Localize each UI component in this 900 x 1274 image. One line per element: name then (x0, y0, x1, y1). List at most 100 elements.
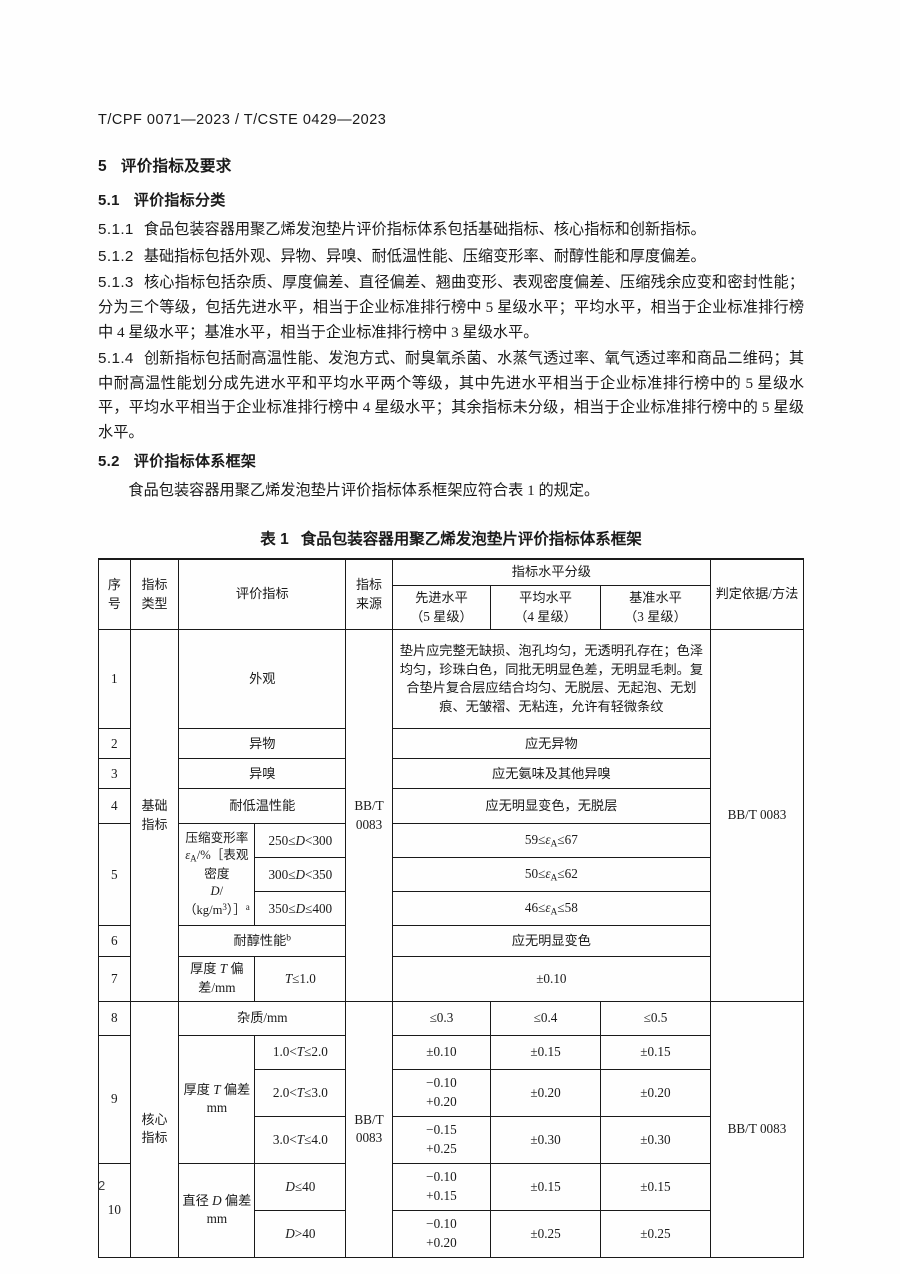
row10-advanced-1-line1: −0.10 (426, 1169, 457, 1185)
header-type-line1: 指标 (141, 577, 168, 593)
row9-cond-2-b: T (296, 1084, 305, 1100)
row9-name: 厚度 T 偏差 mm (178, 1034, 256, 1164)
table-row: 3 异嗅 应无氨味及其他异嗅 (98, 758, 804, 790)
clause-number: 5 (98, 158, 107, 175)
paragraph-number-5-1-4: 5.1.4 (98, 350, 134, 368)
row5-density-symbol: D (210, 884, 220, 899)
row3-no: 3 (98, 758, 131, 790)
group-basic-line2: 指标 (141, 816, 168, 832)
row10-name-line2: mm (206, 1211, 228, 1227)
row10-cond-1-b: ≤40 (294, 1178, 316, 1194)
header-basis: 判定依据/方法 (709, 558, 805, 631)
row9-advanced-1: ±0.10 (391, 1034, 492, 1070)
row5-value-3-c: ≤58 (557, 899, 578, 915)
row5-value-3-b: ε (545, 899, 551, 915)
subclause-title-5-2: 评价指标体系框架 (133, 452, 257, 470)
row5-name-line2-tail: /%［表观密度 (196, 848, 249, 881)
paragraph-text-5-1-3: 核心指标包括杂质、厚度偏差、直径偏差、翘曲变形、表观密度偏差、压缩残余应变和密封… (98, 274, 804, 341)
paragraph-number-5-1-2: 5.1.2 (98, 247, 134, 265)
row5-density-close: ）］ (226, 903, 246, 918)
row9-advanced-2-line1: −0.10 (426, 1075, 457, 1091)
row5-cond-3: 350≤D≤400 (254, 891, 347, 927)
row-source-core-line2: 0083 (355, 1130, 383, 1146)
row9-cond-3: 3.0<T≤4.0 (254, 1115, 347, 1164)
row9-cond-1: 1.0<T≤2.0 (254, 1034, 347, 1070)
row4-value: 应无明显变色，无脱层 (391, 788, 711, 825)
group-core-line2: 指标 (141, 1130, 168, 1146)
subclause-heading-5-1: 5.1 评价指标分类 (98, 189, 804, 210)
row5-name-line1: 压缩变形率 (185, 830, 249, 845)
row5-value-1-c: ≤67 (557, 831, 578, 847)
row5-cond-2-c: <350 (305, 866, 333, 882)
page-content: T/CPF 0071—2023 / T/CSTE 0429—2023 5 评价指标… (98, 112, 804, 1258)
row9-name-c: 偏差 (220, 1081, 251, 1097)
row10-name-c: 偏差 (221, 1192, 252, 1208)
row1-name: 外观 (178, 629, 347, 730)
header-level-average-line2: （4 星级） (514, 608, 577, 624)
row10-cond-1: D≤40 (254, 1162, 347, 1211)
row5-value-1-b: ε (545, 831, 551, 847)
row5-footnote-marker-a: a (245, 902, 250, 913)
row9-advanced-3: −0.15 +0.25 (391, 1115, 492, 1164)
header-seq-line2: 号 (107, 595, 121, 611)
row10-cond-2-b: >40 (294, 1225, 316, 1241)
row9-cond-1-c: ≤2.0 (304, 1044, 328, 1060)
header-level-benchmark-line1: 基准水平 (629, 589, 682, 605)
table-row: 8 核心 指标 杂质/mm BB/T 0083 ≤0.3 ≤0.4 ≤0.5 B… (98, 1000, 805, 1258)
row-source-basic-line2: 0083 (355, 816, 383, 832)
table-row: 300≤D<350 50≤εA≤62 (99, 857, 804, 893)
header-grading: 指标水平分级 (391, 558, 711, 586)
row10-no: 10 (98, 1162, 131, 1258)
row-source-core-line1: BB/T (354, 1111, 384, 1127)
row9-cond-3-b: T (296, 1131, 305, 1147)
row5-cond-2-b: D (295, 866, 306, 882)
row9-advanced-3-line1: −0.15 (426, 1122, 457, 1138)
table-header-row-2: 先进水平 （5 星级） 平均水平 （4 星级） 基准水平 （3 星级） (99, 584, 804, 631)
row5-value-2-sub: A (550, 872, 558, 883)
paragraph-text-5-1-2: 基础指标包括外观、异物、异嗅、耐低温性能、压缩变形率、耐醇性能和厚度偏差。 (143, 247, 706, 265)
row5-value-3-sub: A (550, 906, 558, 917)
header-level-advanced: 先进水平 （5 星级） (391, 584, 492, 631)
row9-name-line2: mm (206, 1100, 228, 1116)
row7-name: 厚度 T 偏差/mm (178, 956, 256, 1002)
row10-benchmark-2: ±0.25 (599, 1209, 711, 1258)
header-type: 指标 类型 (129, 558, 180, 631)
row9-no: 9 (98, 1034, 131, 1164)
table-row: 2.0<T≤3.0 −0.10 +0.20 ±0.20 ±0.20 (99, 1068, 804, 1117)
header-type-line2: 类型 (141, 595, 168, 611)
row9-name-a: 厚度 (183, 1081, 214, 1097)
row10-name-line1: 直径 D 偏差 (181, 1192, 252, 1211)
row4-no: 4 (98, 788, 131, 825)
paragraph-text-5-1-1: 食品包装容器用聚乙烯发泡垫片评价指标体系包括基础指标、核心指标和创新指标。 (143, 221, 706, 238)
row5-density-exp: 3 (222, 902, 227, 913)
row10-average-1: ±0.15 (490, 1162, 601, 1211)
row9-cond-1-b: T (296, 1044, 305, 1060)
row10-cond-2-a: D (285, 1225, 295, 1241)
table-row: D>40 −0.10 +0.20 ±0.25 ±0.25 (99, 1209, 804, 1258)
indicator-framework-table: 序 号 指标 类型 评价指标 指标 来源 指标水平分级 判定依据/方法 先进水平 (98, 558, 805, 1258)
table-header-row-1: 序 号 指标 类型 评价指标 指标 来源 指标水平分级 判定依据/方法 (98, 558, 805, 631)
header-source-line2: 来源 (356, 595, 383, 611)
row10-name-symbol: D (212, 1192, 222, 1208)
row5-value-1: 59≤εA≤67 (391, 823, 711, 859)
row10-advanced-2-line2: +0.20 (426, 1234, 457, 1250)
table-row: 3.0<T≤4.0 −0.15 +0.25 ±0.30 ±0.30 (99, 1115, 804, 1164)
paragraph-5-1-3: 5.1.3 核心指标包括杂质、厚度偏差、直径偏差、翘曲变形、表观密度偏差、压缩残余… (98, 271, 804, 345)
row7-name-a: 厚度 (190, 961, 220, 977)
row10-average-2: ±0.25 (490, 1209, 601, 1258)
table-row: 5 压缩变形率 εA/%［表观密度 D/（kg/m3）］a 250≤D<300 … (98, 823, 804, 927)
table-title: 食品包装容器用聚乙烯发泡垫片评价指标体系框架 (300, 531, 642, 549)
row10-name: 直径 D 偏差 mm (178, 1162, 256, 1258)
row10-advanced-1: −0.10 +0.15 (391, 1162, 492, 1211)
row9-name-symbol: T (213, 1081, 221, 1097)
row7-name-symbol: T (219, 961, 228, 977)
row7-no: 7 (98, 956, 131, 1002)
paragraph-5-1-4: 5.1.4 创新指标包括耐高温性能、发泡方式、耐臭氧杀菌、水蒸气透过率、氧气透过率… (98, 347, 804, 446)
row5-cond-2: 300≤D<350 (254, 857, 347, 893)
row2-value: 应无异物 (391, 728, 711, 760)
header-level-benchmark: 基准水平 （3 星级） (599, 584, 711, 631)
row9-advanced-2-line2: +0.20 (426, 1093, 457, 1109)
row8-name: 杂质/mm (178, 1000, 347, 1036)
row8-benchmark: ≤0.5 (599, 1000, 711, 1036)
